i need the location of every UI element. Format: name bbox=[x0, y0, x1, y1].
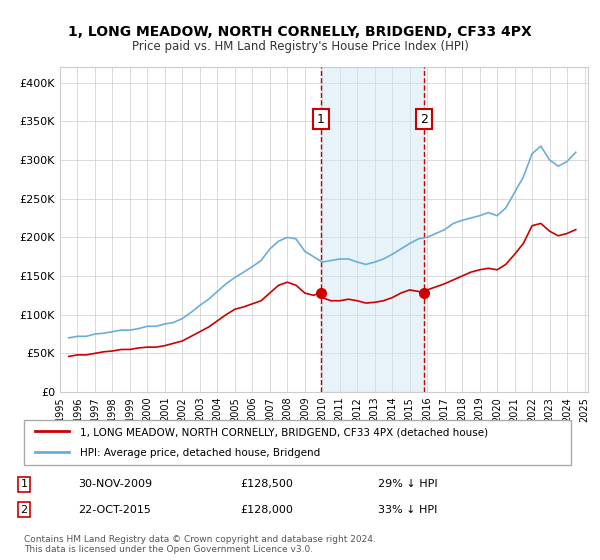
Text: 1: 1 bbox=[317, 113, 325, 125]
Text: This data is licensed under the Open Government Licence v3.0.: This data is licensed under the Open Gov… bbox=[24, 545, 313, 554]
Text: 33% ↓ HPI: 33% ↓ HPI bbox=[378, 505, 437, 515]
Text: £128,000: £128,000 bbox=[240, 505, 293, 515]
FancyBboxPatch shape bbox=[23, 420, 571, 465]
Text: 22-OCT-2015: 22-OCT-2015 bbox=[78, 505, 151, 515]
Text: Price paid vs. HM Land Registry's House Price Index (HPI): Price paid vs. HM Land Registry's House … bbox=[131, 40, 469, 53]
Text: 1, LONG MEADOW, NORTH CORNELLY, BRIDGEND, CF33 4PX: 1, LONG MEADOW, NORTH CORNELLY, BRIDGEND… bbox=[68, 25, 532, 39]
Text: £128,500: £128,500 bbox=[240, 479, 293, 489]
Text: 29% ↓ HPI: 29% ↓ HPI bbox=[378, 479, 437, 489]
Text: 2: 2 bbox=[420, 113, 428, 125]
Text: 2: 2 bbox=[20, 505, 28, 515]
Text: Contains HM Land Registry data © Crown copyright and database right 2024.: Contains HM Land Registry data © Crown c… bbox=[24, 535, 376, 544]
Bar bbox=[321, 67, 424, 392]
Text: 1: 1 bbox=[20, 479, 28, 489]
Text: 30-NOV-2009: 30-NOV-2009 bbox=[78, 479, 152, 489]
Text: HPI: Average price, detached house, Bridgend: HPI: Average price, detached house, Brid… bbox=[80, 449, 320, 459]
Text: 1, LONG MEADOW, NORTH CORNELLY, BRIDGEND, CF33 4PX (detached house): 1, LONG MEADOW, NORTH CORNELLY, BRIDGEND… bbox=[80, 427, 488, 437]
